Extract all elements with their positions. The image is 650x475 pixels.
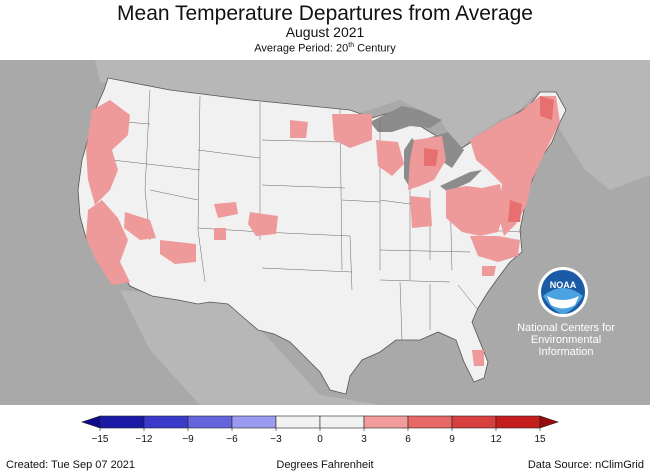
legend-swatch	[275, 415, 321, 429]
anomaly-michigan-core	[424, 148, 438, 166]
data-source: Data Source: nClimGrid	[527, 459, 644, 471]
anomaly-florida	[472, 350, 484, 366]
legend-swatch	[363, 415, 409, 429]
legend-tick-label: 12	[490, 434, 502, 445]
legend-arrow-warm	[539, 415, 559, 429]
warmer-anomaly-cores	[424, 96, 554, 222]
anomaly-pacific-northwest	[86, 100, 130, 205]
legend-tick-label: −9	[182, 434, 194, 445]
map-title: Mean Temperature Departures from Average	[117, 2, 533, 25]
anomaly-south-carolina	[482, 266, 496, 276]
anomaly-north-dakota	[290, 120, 308, 138]
anomaly-virginia-carolinas	[470, 236, 520, 262]
units-label: Degrees Fahrenheit	[276, 459, 374, 471]
legend-swatch	[231, 415, 277, 429]
anomaly-arizona	[160, 240, 196, 264]
legend-tick-label: 9	[449, 434, 455, 445]
legend-arrow-cold	[81, 415, 101, 429]
anomaly-maine-core	[540, 96, 554, 120]
anomaly-minnesota	[332, 114, 372, 148]
average-period: Average Period: 20th Century	[254, 42, 396, 55]
legend-swatch	[187, 415, 233, 429]
legend-swatch	[495, 415, 541, 429]
legend-tick-label: 0	[317, 434, 323, 445]
legend-tick-label: −3	[270, 434, 282, 445]
legend-swatch	[319, 415, 365, 429]
legend-tick-label: −6	[226, 434, 238, 445]
legend-tick-label: −12	[136, 434, 153, 445]
legend-swatch	[451, 415, 497, 429]
legend-tick-label: 6	[405, 434, 411, 445]
legend-tick-label: 15	[534, 434, 546, 445]
legend-tick-label: 3	[361, 434, 367, 445]
anomaly-indiana	[410, 196, 432, 228]
lake-superior	[370, 106, 442, 132]
anomaly-colorado-kansas	[248, 212, 278, 236]
legend-swatch	[407, 415, 453, 429]
created-date: Created: Tue Sep 07 2021	[6, 459, 136, 471]
anomaly-northeast	[470, 96, 560, 236]
anomaly-nevada	[124, 212, 156, 240]
anomaly-colorado-south	[214, 228, 226, 240]
mexico-region	[120, 290, 380, 405]
noaa-logo-text: NOAA	[550, 280, 577, 290]
anomaly-colorado-north	[214, 202, 238, 218]
legend-swatch	[99, 415, 145, 429]
legend-tick-label: −15	[92, 434, 109, 445]
map-subtitle: August 2021	[285, 24, 365, 40]
anomaly-ohio-valley	[446, 184, 504, 236]
ncei-caption: National Centers for Environmental Infor…	[517, 322, 615, 358]
lake-erie	[440, 170, 482, 192]
canada-region	[95, 60, 650, 190]
color-legend: −15 −12 −9 −6 −3 0 3 6 9 12 15	[81, 415, 559, 445]
noaa-logo: NOAA	[538, 267, 588, 317]
anomaly-wisconsin	[376, 140, 404, 176]
noaa-logo-gull	[547, 296, 579, 309]
legend-swatch	[143, 415, 189, 429]
warm-anomaly-areas	[86, 96, 560, 366]
anomaly-mid-atlantic-core	[508, 200, 522, 222]
anomaly-california	[86, 200, 130, 285]
us-temperature-map: NOAA	[0, 60, 650, 405]
